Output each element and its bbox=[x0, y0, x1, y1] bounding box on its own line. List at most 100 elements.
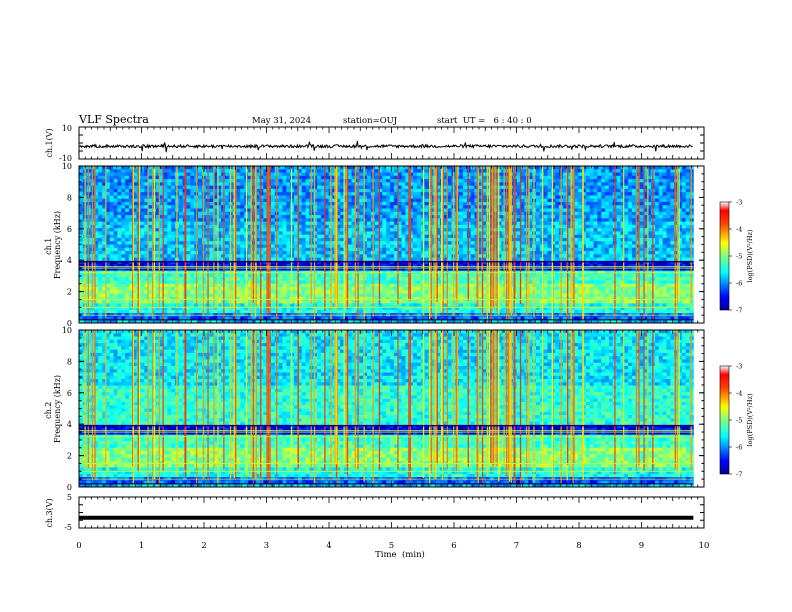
spectrogram-cell bbox=[171, 224, 176, 229]
spectrogram-cell bbox=[178, 254, 184, 258]
spectrogram-cell bbox=[593, 257, 598, 262]
spectrogram-cell bbox=[125, 224, 130, 229]
spectrogram-cell bbox=[658, 241, 664, 245]
spectrogram-cell bbox=[378, 215, 383, 219]
spectrogram-cell bbox=[313, 192, 318, 196]
spectrogram-cell bbox=[255, 175, 260, 180]
spectrogram-cell bbox=[178, 182, 184, 187]
spectrogram-cell bbox=[125, 172, 130, 177]
spectrogram-cell bbox=[324, 231, 329, 236]
spectrogram-cell bbox=[294, 188, 299, 193]
spectrogram-cell bbox=[98, 234, 103, 239]
spectrogram-cell bbox=[547, 211, 552, 216]
spectrogram-cell bbox=[378, 185, 383, 190]
spectrogram-cell bbox=[378, 205, 383, 209]
spectrogram-cell bbox=[393, 182, 399, 187]
spectrogram-cell bbox=[190, 201, 195, 206]
spectrogram-cell bbox=[140, 188, 145, 193]
spectrogram-cell bbox=[290, 234, 295, 239]
spectrogram-cell bbox=[582, 188, 587, 193]
spectrogram-cell bbox=[317, 192, 322, 196]
spectrogram-cell bbox=[198, 208, 203, 213]
spectrogram-cell bbox=[466, 185, 472, 190]
spectrogram-cell bbox=[482, 172, 487, 177]
spectrogram-cell bbox=[589, 198, 594, 203]
spectrogram-cell bbox=[117, 166, 122, 170]
spectrogram-cell bbox=[685, 179, 690, 183]
spectrogram-cell bbox=[378, 228, 383, 232]
spectrogram-cell bbox=[528, 221, 533, 226]
spectrogram-cell bbox=[301, 182, 306, 187]
spectrogram-cell bbox=[128, 237, 134, 242]
spectrogram-cell bbox=[236, 221, 241, 226]
spectrogram-cell bbox=[608, 247, 614, 252]
spectrogram-cell bbox=[578, 218, 583, 222]
spectrogram-cell bbox=[178, 211, 184, 216]
spectrogram-cell bbox=[286, 231, 291, 236]
spectrogram-cell bbox=[317, 221, 322, 226]
spectrogram-cell bbox=[505, 166, 510, 170]
spectrogram-cell bbox=[386, 188, 391, 193]
spectrogram-cell bbox=[409, 166, 414, 170]
spectrogram-cell bbox=[363, 192, 368, 196]
spectrogram-cell bbox=[589, 211, 594, 216]
spectrogram-cell bbox=[582, 201, 587, 206]
spectrogram-cell bbox=[678, 215, 683, 219]
spectrogram-cell bbox=[631, 198, 637, 203]
spectrogram-cell bbox=[148, 175, 153, 180]
spectrogram-cell bbox=[478, 231, 483, 236]
spectrogram-cell bbox=[128, 211, 134, 216]
spectrogram-cell bbox=[270, 257, 276, 262]
spectrogram-cell bbox=[486, 208, 491, 213]
spectrogram-cell bbox=[390, 237, 395, 242]
spectrogram-cell bbox=[413, 254, 418, 258]
spectrogram-cell bbox=[620, 228, 625, 232]
spectrogram-cell bbox=[117, 205, 122, 209]
spectrogram-cell bbox=[301, 192, 306, 196]
spectrogram-cell bbox=[79, 192, 84, 196]
spectrogram-cell bbox=[486, 198, 491, 203]
spectrogram-cell bbox=[236, 175, 241, 180]
spectrogram-cell bbox=[98, 241, 103, 245]
spectrogram-cell bbox=[363, 231, 368, 236]
spectrogram-cell bbox=[347, 215, 353, 219]
spectrogram-cell bbox=[578, 182, 583, 187]
spectrogram-cell bbox=[247, 198, 253, 203]
spectrogram-cell bbox=[405, 208, 410, 213]
spectrogram-cell bbox=[297, 218, 303, 222]
spectrogram-cell bbox=[382, 244, 387, 249]
spectrogram-cell bbox=[109, 224, 114, 229]
spectrogram-cell bbox=[263, 218, 268, 222]
spectrogram-cell bbox=[390, 201, 395, 206]
spectrogram-cell bbox=[247, 228, 253, 232]
spectrogram-cell bbox=[520, 254, 525, 258]
spectrogram-cell bbox=[428, 182, 433, 187]
spectrogram-cell bbox=[639, 205, 644, 209]
spectrogram-cell bbox=[301, 175, 306, 180]
spectrogram-cell bbox=[620, 224, 625, 229]
spectrogram-cell bbox=[608, 208, 614, 213]
spectrogram-cell bbox=[98, 224, 103, 229]
spectrogram-cell bbox=[416, 224, 422, 229]
spectrogram-cell bbox=[547, 257, 552, 262]
spectrogram-cell bbox=[301, 201, 306, 206]
spectrogram-cell bbox=[670, 244, 675, 249]
spectrogram-cell bbox=[363, 198, 368, 203]
spectrogram-cell bbox=[409, 215, 414, 219]
spectrogram-cell bbox=[597, 231, 602, 236]
spectrogram-cell bbox=[528, 179, 533, 183]
spectrogram-cell bbox=[359, 195, 364, 200]
spectrogram-cell bbox=[497, 175, 502, 180]
spectrogram-cell bbox=[286, 228, 291, 232]
spectrogram-cell bbox=[674, 234, 679, 239]
spectrogram-cell bbox=[589, 208, 594, 213]
spectrogram-cell bbox=[654, 224, 660, 229]
spectrogram-cell bbox=[255, 234, 260, 239]
spectrogram-cell bbox=[566, 231, 571, 236]
spectrogram-cell bbox=[198, 215, 203, 219]
spectrogram-cell bbox=[486, 218, 491, 222]
spectrogram-cell bbox=[278, 205, 283, 209]
spectrogram-cell bbox=[105, 182, 111, 187]
spectrogram-cell bbox=[113, 172, 118, 177]
spectrogram-cell bbox=[148, 231, 153, 236]
